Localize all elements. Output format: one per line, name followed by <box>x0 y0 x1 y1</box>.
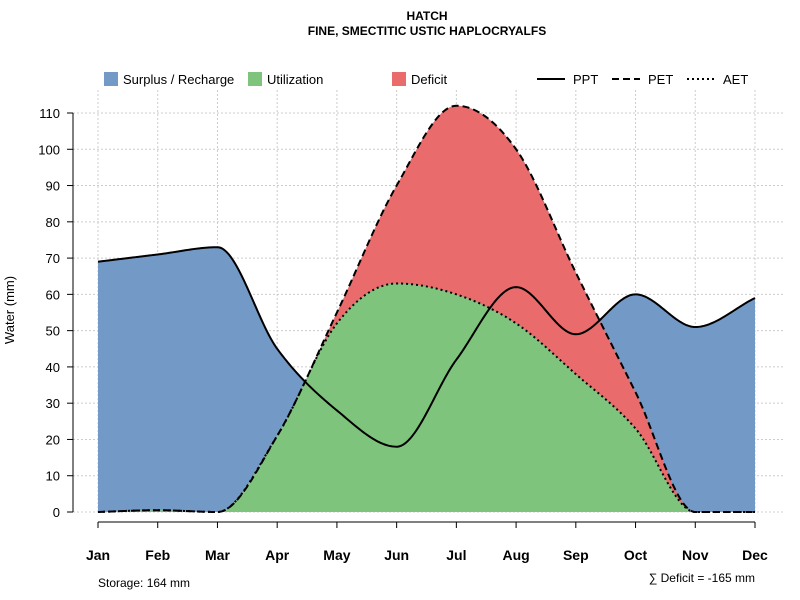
y-tick-label-110: 110 <box>39 106 60 121</box>
chart-subtitle: FINE, SMECTITIC USTIC HAPLOCRYALFS <box>308 24 546 38</box>
legend-swatch-deficit <box>392 72 406 86</box>
y-tick-label-60: 60 <box>46 287 60 302</box>
x-tick-label-nov: Nov <box>682 547 709 563</box>
y-tick-label-40: 40 <box>46 360 60 375</box>
series-lines <box>97 104 756 513</box>
legend-label-aet: AET <box>723 72 748 87</box>
x-tick-label-jan: Jan <box>86 547 110 563</box>
x-tick-label-aug: Aug <box>502 547 529 563</box>
x-tick-label-oct: Oct <box>624 547 648 563</box>
x-tick-label-may: May <box>323 547 350 563</box>
y-tick-label-100: 100 <box>38 142 60 157</box>
x-tick-label-feb: Feb <box>145 547 170 563</box>
legend-label-pet: PET <box>648 72 673 87</box>
x-tick-label-jul: Jul <box>446 547 466 563</box>
y-tick-label-90: 90 <box>46 179 60 194</box>
y-tick-label-50: 50 <box>46 324 60 339</box>
legend-label-surplus: Surplus / Recharge <box>123 72 234 87</box>
legend-label-utilization: Utilization <box>267 72 323 87</box>
y-tick-label-20: 20 <box>46 432 60 447</box>
aet-line <box>97 282 755 513</box>
storage-label: Storage: 164 mm <box>98 576 190 590</box>
y-tick-label-10: 10 <box>46 469 60 484</box>
x-tick-label-dec: Dec <box>742 547 768 563</box>
y-tick-label-70: 70 <box>46 251 60 266</box>
ppt-line <box>97 246 756 448</box>
axes: 0 10 20 30 40 50 60 70 80 90 100 110 Jan Feb Mar Apr May… <box>38 106 768 563</box>
chart-title: HATCH <box>406 9 447 23</box>
x-tick-label-sep: Sep <box>563 547 589 563</box>
x-tick-label-apr: Apr <box>265 547 290 563</box>
deficit-area <box>98 105 755 512</box>
y-axis-label: Water (mm) <box>2 276 17 344</box>
legend-swatch-utilization <box>248 72 262 86</box>
legend-label-ppt: PPT <box>573 72 598 87</box>
deficit-label: ∑ Deficit = -165 mm <box>649 571 755 585</box>
x-tick-label-mar: Mar <box>205 547 230 563</box>
area-fills <box>98 105 755 512</box>
legend-swatch-surplus <box>104 72 118 86</box>
y-tick-label-0: 0 <box>53 505 60 520</box>
x-tick-label-jun: Jun <box>384 547 409 563</box>
pet-line <box>97 104 755 513</box>
utilization-area <box>98 283 755 512</box>
legend: Surplus / Recharge Utilization Deficit P… <box>104 72 748 87</box>
y-tick-label-80: 80 <box>46 215 60 230</box>
legend-label-deficit: Deficit <box>411 72 448 87</box>
y-tick-label-30: 30 <box>46 396 60 411</box>
